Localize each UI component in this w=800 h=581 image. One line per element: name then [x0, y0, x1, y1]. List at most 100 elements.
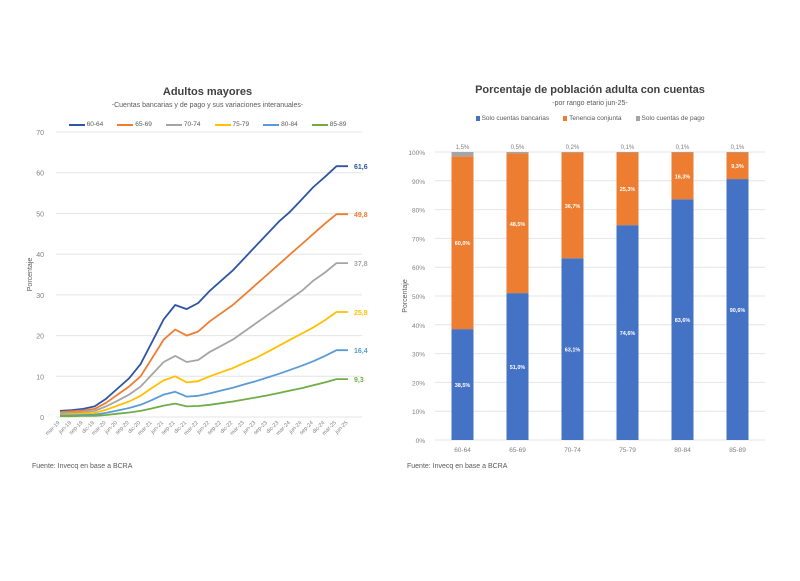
line-chart-title: Adultos mayores — [162, 86, 253, 98]
y-tick-label: 40 — [36, 252, 44, 259]
legend-item: 85-89 — [311, 121, 347, 128]
legend-label: 80-84 — [281, 121, 298, 128]
end-data-label: 61,6 — [354, 164, 368, 171]
legend-swatch — [165, 123, 182, 126]
bar-chart-legend: Solo cuentas bancarias Tenencia conjunta S… — [395, 115, 785, 122]
bar-data-label: 60,0% — [455, 241, 471, 247]
bar-segment — [726, 152, 749, 153]
bar-data-label: 0,2% — [566, 145, 580, 151]
bar-data-label: 0,1% — [621, 145, 635, 151]
y-tick-label: 60% — [412, 265, 425, 272]
legend-swatch — [475, 116, 480, 121]
bar-segment — [451, 156, 474, 330]
series-line-75-79 — [59, 311, 348, 416]
bar-chart-title: Porcentaje de población adulta con cuent… — [475, 84, 705, 96]
x-tick-label: 85-89 — [729, 447, 746, 454]
y-tick-label: 10 — [36, 374, 44, 381]
line-chart-source: Fuente: Invecq en base a BCRA — [32, 463, 133, 470]
bar-segment — [726, 179, 749, 440]
legend-item: 70-74 — [165, 121, 201, 128]
line-chart-panel: Adultos mayores -Cuentas bancarias y de … — [20, 80, 395, 480]
series-line-70-74 — [59, 262, 348, 415]
bar-data-label: 38,5% — [455, 383, 471, 389]
bar-chart-panel: Porcentaje de población adulta con cuent… — [395, 80, 785, 480]
y-axis-label: Porcentaje — [27, 258, 34, 292]
y-tick-label: 60 — [36, 171, 44, 178]
y-axis-label: Porcentaje — [402, 279, 409, 313]
bar-data-label: 0,1% — [676, 145, 690, 151]
legend-label: 60-64 — [86, 121, 104, 128]
x-tick-label: 65-69 — [509, 447, 526, 454]
legend-swatch — [563, 116, 568, 121]
y-tick-label: 100% — [408, 150, 425, 157]
legend-item: 60-64 — [68, 121, 104, 128]
legend-label: 85-89 — [329, 121, 347, 128]
bar-data-label: 0,1% — [731, 145, 745, 151]
line-chart-legend: 60-64 65-69 70-74 75-79 80-84 85-89 — [20, 121, 395, 128]
legend-label: 75-79 — [232, 121, 250, 128]
end-data-label: 9,3 — [354, 377, 364, 384]
bar-segment — [561, 152, 584, 153]
legend-label: 70-74 — [183, 121, 201, 128]
x-tick-label: 75-79 — [619, 447, 636, 454]
legend-item: Solo cuentas bancarias — [475, 115, 549, 122]
end-data-label: 25,8 — [354, 310, 368, 317]
bar-segment — [451, 329, 474, 440]
y-tick-label: 40% — [412, 323, 425, 330]
y-tick-label: 0 — [40, 415, 44, 422]
y-tick-label: 50 — [36, 211, 44, 218]
legend-label: Tenencia conjunta — [569, 115, 622, 122]
y-tick-label: 20 — [36, 334, 44, 341]
bar-segment — [671, 152, 694, 200]
legend-swatch — [263, 123, 280, 126]
series-line-80-84 — [60, 349, 348, 417]
bar-data-label: 63,1% — [565, 348, 581, 354]
bar-segment — [561, 258, 584, 440]
y-tick-label: 20% — [412, 380, 425, 387]
bar-segment — [561, 152, 584, 259]
series-line-85-89 — [60, 378, 348, 418]
line-chart-subtitle: -Cuentas bancarias y de pago y sus varia… — [111, 102, 304, 109]
bar-data-label: 25,3% — [620, 187, 636, 193]
bar-data-label: 9,3% — [731, 164, 744, 170]
y-tick-label: 30% — [412, 352, 425, 359]
bar-data-label: 83,6% — [675, 318, 691, 324]
bar-data-label: 36,7% — [565, 204, 581, 210]
legend-item: Solo cuentas de pago — [635, 115, 705, 122]
x-tick-label: 80-84 — [674, 447, 691, 454]
legend-swatch — [635, 116, 640, 121]
bar-segment — [451, 152, 474, 157]
bar-segment — [506, 293, 529, 440]
bar-data-label: 74,6% — [620, 331, 636, 337]
y-tick-label: 70 — [36, 130, 44, 137]
legend-item: Tenencia conjunta — [563, 115, 622, 122]
y-tick-label: 50% — [412, 294, 425, 301]
bar-data-label: 48,5% — [510, 222, 526, 228]
legend-label: Solo cuentas de pago — [641, 115, 705, 122]
y-tick-label: 90% — [412, 179, 425, 186]
line-chart: 010203040506070Porcentajemar-19jun-19sep… — [27, 130, 368, 437]
bar-data-label: 0,5% — [511, 145, 525, 151]
y-tick-label: 70% — [412, 236, 425, 243]
y-tick-label: 0% — [416, 438, 426, 445]
legend-item: 75-79 — [214, 121, 250, 128]
y-tick-label: 80% — [412, 208, 425, 215]
legend-swatch — [311, 123, 328, 126]
bar-chart-subtitle: -por rango etario jun-25- — [552, 100, 628, 107]
y-tick-label: 30 — [36, 293, 44, 300]
bar-segment — [616, 152, 639, 153]
bar-chart-source: Fuente: Invecq en base a BCRA — [407, 463, 508, 470]
bar-segment — [506, 153, 529, 294]
bar-segment — [671, 152, 694, 153]
x-tick-label: mar-19 — [45, 420, 62, 437]
bar-data-label: 1,5% — [456, 145, 470, 151]
legend-swatch — [68, 123, 85, 126]
x-tick-label: 60-64 — [454, 447, 471, 454]
bar-data-label: 90,6% — [730, 308, 746, 314]
legend-swatch — [117, 123, 134, 126]
bar-segment — [616, 225, 639, 440]
bar-segment — [671, 199, 694, 440]
legend-item: 80-84 — [263, 121, 298, 128]
bar-chart: 0% 10% 20% 30% 40% 50% 60% 70% 80% 90% 100% Porcent… — [402, 145, 765, 454]
x-tick-label: 70-74 — [564, 447, 581, 454]
